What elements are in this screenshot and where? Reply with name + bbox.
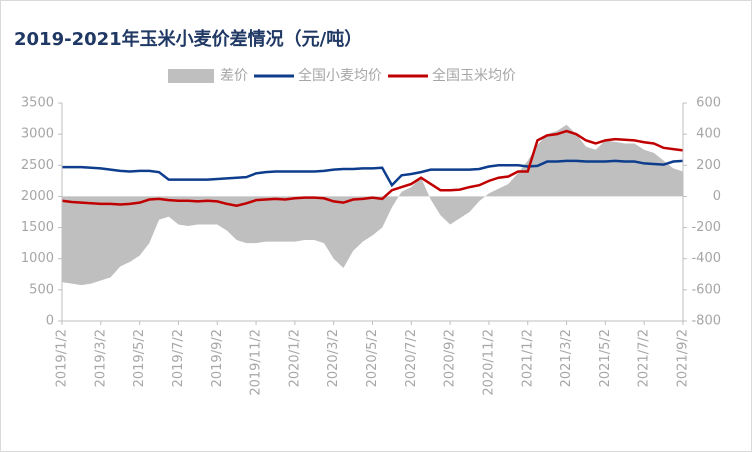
legend-label: 全国小麦均价 — [298, 67, 382, 84]
y-tick-label: 0 — [46, 314, 54, 329]
price-line — [61, 129, 684, 208]
y-tick-label: 1000 — [21, 251, 54, 266]
x-tick-label: 2019/3/2 — [93, 329, 108, 387]
x-tick-label: 2019/9/2 — [210, 329, 225, 387]
x-tick-label: 2021/5/2 — [598, 329, 613, 387]
x-tick-label: 2019/7/2 — [171, 329, 186, 387]
y2-tick-label: -400 — [691, 251, 721, 266]
y2-tick-label: -200 — [691, 220, 721, 235]
y2-tick-label: 600 — [696, 96, 721, 111]
x-tick-label: 2021/9/2 — [676, 329, 691, 387]
y-tick-label: 3000 — [21, 127, 54, 142]
y2-tick-label: -600 — [691, 282, 721, 297]
x-tick-label: 2019/1/2 — [55, 329, 70, 387]
x-tick-label: 2020/5/2 — [365, 329, 380, 387]
price-line — [62, 159, 684, 188]
x-tick-label: 2019/5/2 — [132, 329, 147, 387]
x-tick-label: 2020/7/2 — [404, 329, 419, 387]
x-tick-label: 2021/3/2 — [559, 329, 574, 387]
y2-tick-label: 200 — [696, 158, 721, 173]
y-tick-label: 1500 — [21, 220, 54, 235]
y2-tick-label: 400 — [696, 127, 721, 142]
y-tick-label: 2000 — [21, 189, 54, 204]
y-tick-label: 3500 — [21, 96, 54, 111]
x-tick-label: 2019/11/2 — [249, 329, 264, 396]
x-tick-label: 2020/1/2 — [287, 329, 302, 387]
y-tick-label: 500 — [29, 282, 54, 297]
legend-label: 全国玉米均价 — [432, 67, 516, 84]
x-tick-label: 2020/3/2 — [326, 329, 341, 387]
spread-area — [62, 124, 683, 286]
y2-tick-label: -800 — [691, 314, 721, 329]
y-tick-label: 2500 — [21, 158, 54, 173]
legend-swatch — [168, 69, 214, 83]
x-tick-label: 2021/7/2 — [637, 329, 652, 387]
legend-label: 差价 — [220, 68, 248, 84]
chart-title: 2019-2021年玉米小麦价差情况（元/吨） — [14, 28, 362, 50]
y2-tick-label: 0 — [713, 189, 721, 204]
x-tick-label: 2020/11/2 — [481, 329, 496, 396]
x-tick-label: 2021/1/2 — [520, 329, 535, 387]
x-tick-label: 2020/9/2 — [443, 329, 458, 387]
